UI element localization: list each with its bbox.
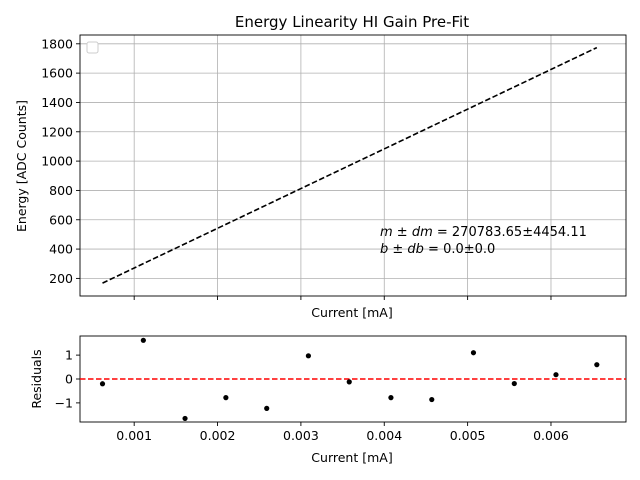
top-y-tick-label: 600 [49, 212, 73, 227]
top-y-ticks: 200 400 600 800 1000 1200 1400 1600 1800 [41, 36, 80, 286]
slope-label: m ± dm [380, 225, 433, 240]
residual-point [140, 337, 146, 343]
legend-box [86, 41, 99, 54]
top-y-tick-label: 1400 [41, 95, 73, 110]
energy-linearity-plot: 200 400 600 800 1000 1200 1400 1600 1800 Energy … [14, 13, 627, 320]
residual-point [99, 381, 106, 387]
bottom-y-ticks: −1 0 1 [55, 348, 80, 410]
residual-point [182, 415, 188, 422]
top-y-tick-label: 1200 [41, 124, 73, 139]
bottom-x-tick-label: 0.001 [116, 428, 152, 443]
top-y-tick-label: 200 [49, 271, 73, 286]
top-x-ticks [133, 296, 552, 300]
top-y-tick-label: 800 [49, 183, 73, 198]
intercept-annotation: b ± db = 0.0±0.0 [380, 242, 495, 257]
residual-point [429, 396, 435, 403]
top-y-tick-label: 1000 [41, 154, 73, 169]
bottom-x-axis-label: Current [mA] [311, 450, 392, 465]
top-plot-frame [79, 34, 627, 297]
bottom-x-tick-label: 0.002 [200, 428, 236, 443]
top-y-tick-label: 400 [49, 242, 73, 257]
residual-point [470, 350, 477, 356]
bottom-x-ticks: 0.001 0.002 0.003 0.004 0.005 0.006 [116, 422, 569, 443]
bottom-x-tick-label: 0.003 [283, 428, 319, 443]
residual-point [594, 362, 600, 368]
top-y-tick-label: 1600 [41, 66, 73, 81]
top-series [102, 46, 598, 284]
slope-value: = 270783.65±4454.11 [433, 225, 587, 240]
chart-title: Energy Linearity HI Gain Pre-Fit [235, 13, 469, 31]
fit-line [102, 46, 598, 284]
residual-point [511, 380, 517, 387]
bottom-y-axis-label: Residuals [29, 349, 44, 408]
top-grid [80, 35, 626, 296]
residual-point [388, 395, 394, 401]
bottom-y-tick-label: 1 [65, 348, 73, 363]
bottom-y-tick-label: 0 [65, 372, 73, 387]
residual-point [305, 353, 312, 359]
bottom-x-tick-label: 0.004 [366, 428, 402, 443]
residuals-plot: −1 0 1 0.001 0.002 0.003 0.004 0.005 0.006 Curr… [29, 335, 627, 465]
slope-annotation: m ± dm = 270783.65±4454.11 [380, 225, 587, 240]
bottom-x-tick-label: 0.006 [533, 428, 569, 443]
residual-points [99, 337, 600, 422]
top-y-axis-label: Energy [ADC Counts] [14, 100, 29, 232]
residual-point [553, 372, 559, 378]
residual-point [223, 395, 229, 401]
top-y-tick-label: 1800 [41, 36, 73, 51]
intercept-label: b ± db [380, 242, 424, 257]
residual-point [346, 379, 352, 385]
bottom-y-tick-label: −1 [55, 395, 73, 410]
bottom-x-tick-label: 0.005 [450, 428, 486, 443]
residual-point [264, 405, 270, 411]
intercept-value: = 0.0±0.0 [424, 242, 495, 257]
top-x-axis-label: Current [mA] [311, 305, 392, 320]
